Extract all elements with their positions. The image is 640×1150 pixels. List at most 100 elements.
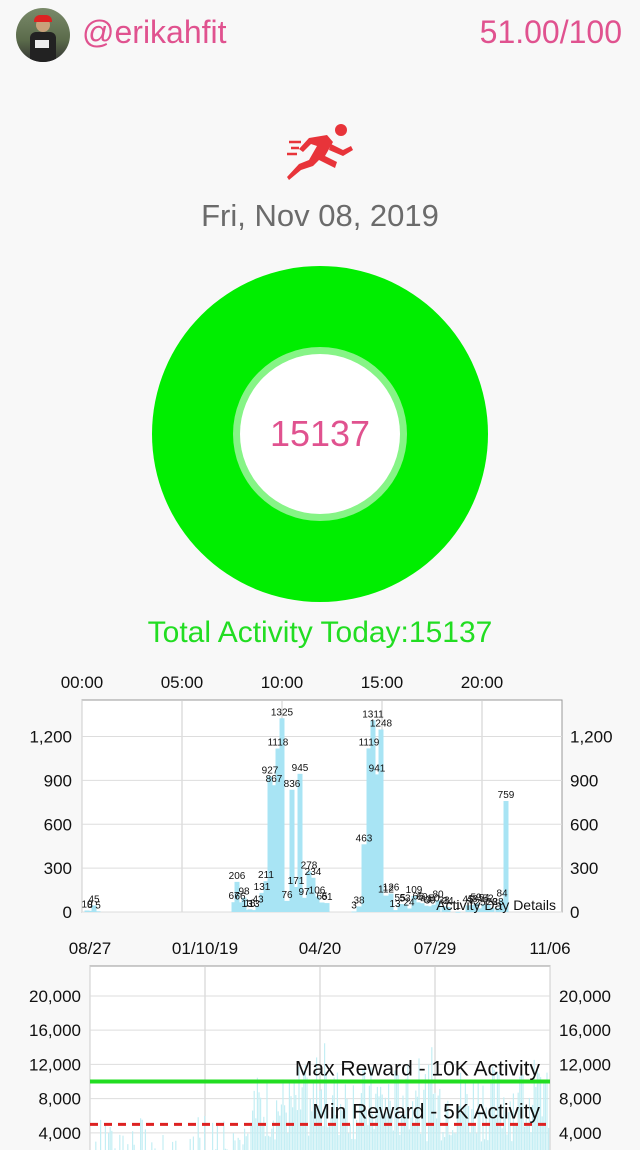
activity-bar[interactable] bbox=[423, 905, 429, 912]
history-bar bbox=[172, 1141, 174, 1150]
history-bar bbox=[376, 1086, 378, 1150]
activity-bar[interactable] bbox=[361, 844, 367, 912]
activity-bar[interactable] bbox=[427, 906, 433, 912]
history-bar bbox=[400, 1114, 402, 1150]
activity-bar[interactable] bbox=[499, 899, 505, 912]
history-bar bbox=[192, 1136, 194, 1150]
bar-value-label: 759 bbox=[498, 790, 515, 801]
history-bar bbox=[444, 1137, 446, 1150]
activity-bar[interactable] bbox=[306, 871, 312, 912]
activity-bar[interactable] bbox=[431, 904, 437, 912]
activity-bar[interactable] bbox=[392, 910, 398, 912]
activity-bar[interactable] bbox=[383, 895, 389, 912]
activity-bar[interactable] bbox=[293, 886, 299, 912]
activity-bar[interactable] bbox=[503, 801, 509, 912]
activity-bar[interactable] bbox=[481, 904, 487, 912]
activity-bar[interactable] bbox=[247, 909, 253, 912]
activity-bar[interactable] bbox=[231, 902, 237, 912]
activity-bar[interactable] bbox=[289, 789, 295, 912]
activity-bar[interactable] bbox=[351, 911, 357, 913]
activity-bar[interactable] bbox=[370, 720, 376, 912]
history-bar bbox=[280, 1104, 282, 1150]
activity-bar[interactable] bbox=[356, 906, 362, 912]
activity-bar[interactable] bbox=[374, 774, 380, 912]
avatar[interactable] bbox=[16, 8, 70, 62]
history-bar bbox=[368, 1085, 370, 1150]
activity-bar[interactable] bbox=[279, 718, 285, 912]
activity-bar[interactable] bbox=[91, 905, 97, 912]
history-bar bbox=[224, 1148, 226, 1150]
activity-bar[interactable] bbox=[263, 881, 269, 912]
activity-bar[interactable] bbox=[95, 911, 101, 913]
history-bar bbox=[311, 1111, 313, 1150]
history-bar bbox=[234, 1140, 236, 1150]
history-bar bbox=[271, 1128, 273, 1150]
day-activity-chart[interactable]: 1084556720666981318134313121192786711181… bbox=[0, 660, 640, 920]
activity-bar[interactable] bbox=[255, 905, 261, 912]
username[interactable]: @erikahfit bbox=[82, 14, 227, 50]
y-tick-label-right: 12,000 bbox=[559, 1055, 611, 1074]
history-bar bbox=[362, 1068, 364, 1150]
activity-bar[interactable] bbox=[87, 910, 93, 912]
history-bar bbox=[413, 1124, 415, 1150]
bar-value-label: 45 bbox=[462, 894, 474, 905]
bar-value-label: 8 bbox=[87, 900, 93, 911]
bar-value-label: 39 bbox=[424, 895, 436, 906]
activity-bar[interactable] bbox=[259, 892, 265, 912]
activity-bar[interactable] bbox=[378, 729, 384, 912]
activity-bar[interactable] bbox=[267, 776, 273, 912]
history-activity-chart[interactable]: 08/27 01/10/19 04/20 07/29 11/06 20,000 20,000… bbox=[0, 920, 640, 1150]
activity-bar[interactable] bbox=[419, 903, 425, 912]
history-bar bbox=[133, 1144, 135, 1150]
activity-bar[interactable] bbox=[469, 904, 475, 912]
history-bar bbox=[431, 1047, 433, 1150]
activity-bar[interactable] bbox=[388, 893, 394, 912]
y-tick-label-left: 0 bbox=[63, 903, 72, 920]
activity-bar[interactable] bbox=[406, 908, 412, 912]
activity-bar[interactable] bbox=[251, 910, 257, 912]
activity-bar[interactable] bbox=[435, 900, 441, 912]
activity-bar[interactable] bbox=[271, 785, 277, 912]
activity-bar[interactable] bbox=[310, 877, 316, 912]
chart-caption: Activity Day Details bbox=[436, 897, 556, 913]
activity-bar[interactable] bbox=[234, 881, 240, 912]
activity-bar[interactable] bbox=[489, 907, 495, 912]
activity-bar[interactable] bbox=[366, 748, 372, 912]
activity-bar[interactable] bbox=[284, 900, 290, 912]
activity-bar[interactable] bbox=[314, 896, 320, 912]
history-bar bbox=[357, 1123, 359, 1150]
bar-value-label: 927 bbox=[262, 765, 279, 776]
y-tick-label-right: 4,000 bbox=[559, 1124, 602, 1143]
activity-bar[interactable] bbox=[241, 897, 247, 912]
activity-bar[interactable] bbox=[297, 773, 303, 912]
history-bar bbox=[504, 1114, 506, 1150]
activity-bar[interactable] bbox=[445, 907, 451, 912]
activity-bar[interactable] bbox=[237, 902, 243, 912]
activity-bar[interactable] bbox=[84, 910, 90, 912]
history-bar bbox=[407, 1064, 409, 1150]
activity-bar[interactable] bbox=[275, 748, 281, 912]
y-tick-label-left: 900 bbox=[44, 771, 72, 790]
activity-bar[interactable] bbox=[244, 910, 250, 912]
activity-bar[interactable] bbox=[485, 904, 491, 912]
history-bar bbox=[378, 1096, 380, 1150]
activity-bar[interactable] bbox=[455, 911, 461, 913]
activity-bar[interactable] bbox=[477, 908, 483, 912]
activity-bar[interactable] bbox=[411, 896, 417, 912]
activity-bar[interactable] bbox=[465, 905, 471, 912]
activity-bar[interactable] bbox=[473, 903, 479, 912]
history-bar bbox=[322, 1126, 324, 1150]
history-bar bbox=[535, 1087, 537, 1150]
activity-bar[interactable] bbox=[301, 897, 307, 912]
activity-bar[interactable] bbox=[397, 903, 403, 912]
activity-bar[interactable] bbox=[495, 907, 501, 912]
activity-bar[interactable] bbox=[441, 906, 447, 912]
activity-bar[interactable] bbox=[415, 902, 421, 912]
history-bar bbox=[250, 1124, 252, 1150]
activity-bar[interactable] bbox=[402, 904, 408, 912]
activity-bar[interactable] bbox=[324, 903, 330, 912]
activity-bar[interactable] bbox=[319, 902, 325, 912]
runner-icon bbox=[287, 124, 353, 180]
x-tick-label: 00:00 bbox=[61, 673, 104, 692]
bar-value-label: 112 bbox=[378, 885, 394, 896]
